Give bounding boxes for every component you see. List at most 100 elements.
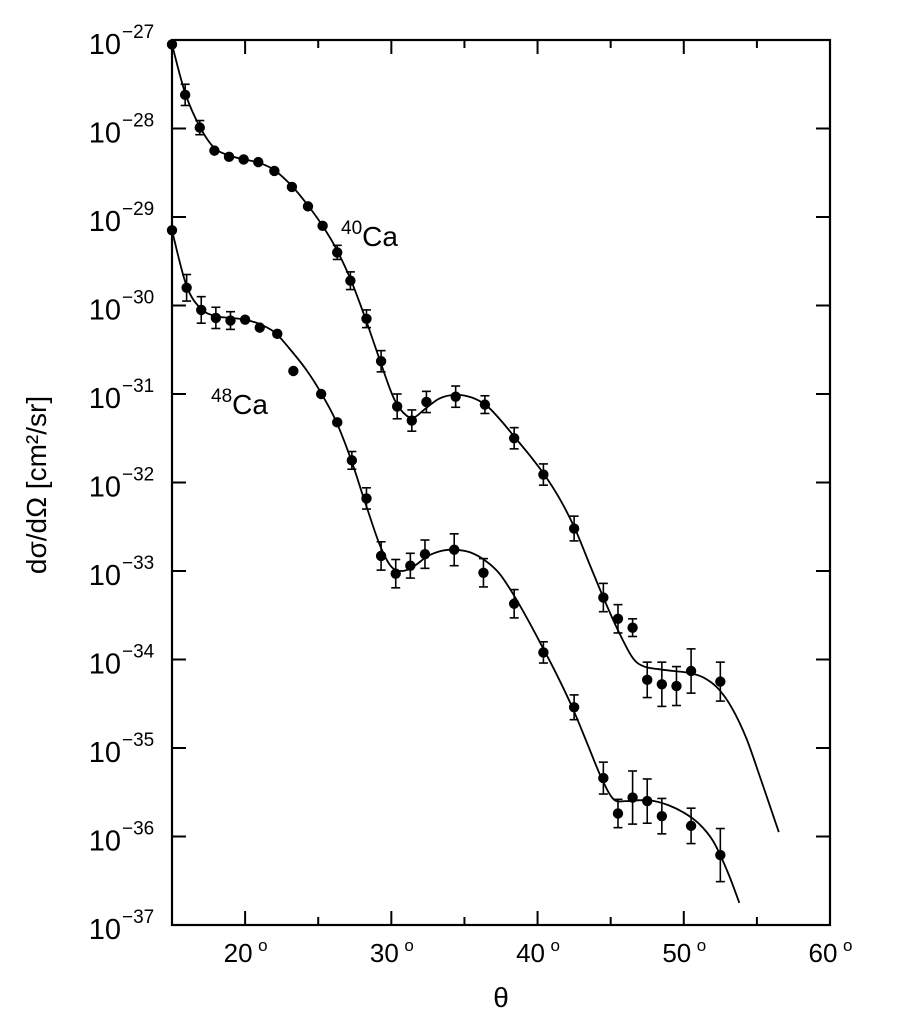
x-tick-label: 50 [662, 938, 691, 968]
data-point-40Ca [479, 399, 491, 410]
y-tick-exponent: −37 [122, 907, 154, 928]
data-points [166, 39, 726, 861]
x-axis-ticks: 20 o 30 o 40 o 50 o 60 o [171, 40, 852, 968]
x-tick-degree: o [697, 936, 706, 955]
data-point-40Ca [391, 401, 403, 412]
data-point-40Ca [375, 356, 387, 367]
data-point-40Ca [598, 592, 609, 603]
data-point-48Ca [642, 795, 653, 807]
data-point-48Ca [538, 647, 549, 658]
y-tick-exponent: −29 [122, 199, 154, 220]
data-point-40Ca [538, 469, 549, 480]
data-point-48Ca [598, 772, 609, 784]
y-tick-exponent: −34 [122, 642, 155, 663]
y-tick-exponent: −32 [122, 465, 154, 486]
y-tick-exponent: −27 [122, 22, 154, 43]
y-tick-label: 10 [89, 383, 121, 415]
y-tick-exponent: −28 [122, 111, 154, 132]
y-tick-label: 10 [89, 295, 121, 327]
data-point-40Ca [612, 613, 624, 624]
data-point-40Ca [209, 145, 220, 156]
data-point-48Ca [361, 493, 372, 504]
data-point-48Ca [272, 328, 283, 340]
y-tick-label: 10 [89, 649, 121, 681]
data-point-40Ca [568, 523, 580, 534]
y-tick-label: 10 [89, 118, 121, 150]
data-point-48Ca [612, 808, 624, 819]
data-point-48Ca [375, 550, 387, 562]
data-point-48Ca [656, 810, 668, 822]
series-label-element: Ca [362, 221, 398, 252]
series-label-40Ca: 40Ca [341, 218, 398, 252]
y-tick-exponent: −35 [122, 730, 154, 751]
x-tick-degree: o [404, 936, 413, 955]
x-tick-label: 40 [516, 938, 545, 968]
data-point-40Ca [406, 415, 418, 426]
x-tick-label: 30 [370, 938, 399, 968]
fit-curves [171, 44, 780, 904]
data-point-48Ca [685, 820, 697, 832]
data-point-48Ca [239, 314, 251, 325]
x-tick-degree: o [258, 936, 267, 955]
y-tick-label: 10 [89, 29, 121, 61]
y-axis-ticks: 10−2710−2810−2910−3010−3110−3210−3310−34… [89, 22, 830, 946]
data-point-48Ca [254, 322, 265, 333]
data-point-48Ca [508, 598, 520, 609]
series-label-mass-number: 40 [341, 218, 362, 239]
y-tick-label: 10 [89, 560, 121, 592]
data-point-40Ca [450, 391, 461, 402]
y-tick-label: 10 [89, 206, 121, 238]
data-point-48Ca [449, 544, 460, 555]
y-tick-exponent: −30 [122, 288, 154, 309]
x-tick-label: 20 [224, 938, 253, 968]
data-point-40Ca [671, 680, 682, 692]
data-point-40Ca [685, 665, 697, 677]
data-point-48Ca [332, 417, 343, 428]
data-point-40Ca [361, 313, 372, 324]
data-point-48Ca [288, 365, 299, 377]
data-point-48Ca [568, 702, 580, 713]
data-point-48Ca [715, 849, 726, 861]
data-point-40Ca [253, 156, 264, 168]
data-point-48Ca [210, 312, 222, 324]
y-tick-exponent: −31 [122, 376, 154, 397]
data-point-40Ca [332, 247, 343, 258]
data-point-40Ca [627, 622, 638, 633]
data-point-40Ca [715, 676, 726, 687]
data-point-40Ca [642, 674, 653, 686]
data-point-40Ca [194, 122, 205, 133]
data-point-40Ca [508, 433, 520, 444]
y-tick-label: 10 [89, 472, 121, 504]
data-point-40Ca [223, 151, 235, 163]
data-point-40Ca [317, 220, 328, 232]
data-point-48Ca [166, 225, 178, 236]
data-point-48Ca [346, 455, 358, 466]
data-point-48Ca [181, 282, 192, 293]
y-tick-exponent: −36 [122, 819, 154, 840]
data-point-48Ca [627, 792, 638, 803]
x-tick-label: 60 [809, 938, 838, 968]
data-point-48Ca [390, 568, 401, 579]
data-point-48Ca [405, 560, 416, 571]
data-point-48Ca [196, 304, 207, 316]
data-point-40Ca [656, 679, 668, 690]
y-tick-label: 10 [89, 826, 121, 858]
data-point-40Ca [302, 201, 314, 212]
data-point-40Ca [179, 89, 191, 101]
error-bars [180, 83, 725, 883]
data-point-40Ca [286, 181, 298, 193]
data-point-48Ca [315, 388, 327, 400]
x-tick-degree: o [843, 936, 852, 955]
data-point-48Ca [225, 315, 236, 326]
data-point-40Ca [238, 154, 249, 165]
x-axis-title: θ [493, 982, 509, 1013]
data-point-40Ca [421, 396, 432, 408]
x-tick-degree: o [551, 936, 560, 955]
series-label-48Ca: 48Ca [211, 386, 268, 420]
y-tick-exponent: −33 [122, 553, 154, 574]
y-axis-title: dσ/dΩ [cm²/sr] [21, 396, 52, 574]
data-point-48Ca [419, 548, 431, 560]
series-label-element: Ca [232, 389, 268, 420]
